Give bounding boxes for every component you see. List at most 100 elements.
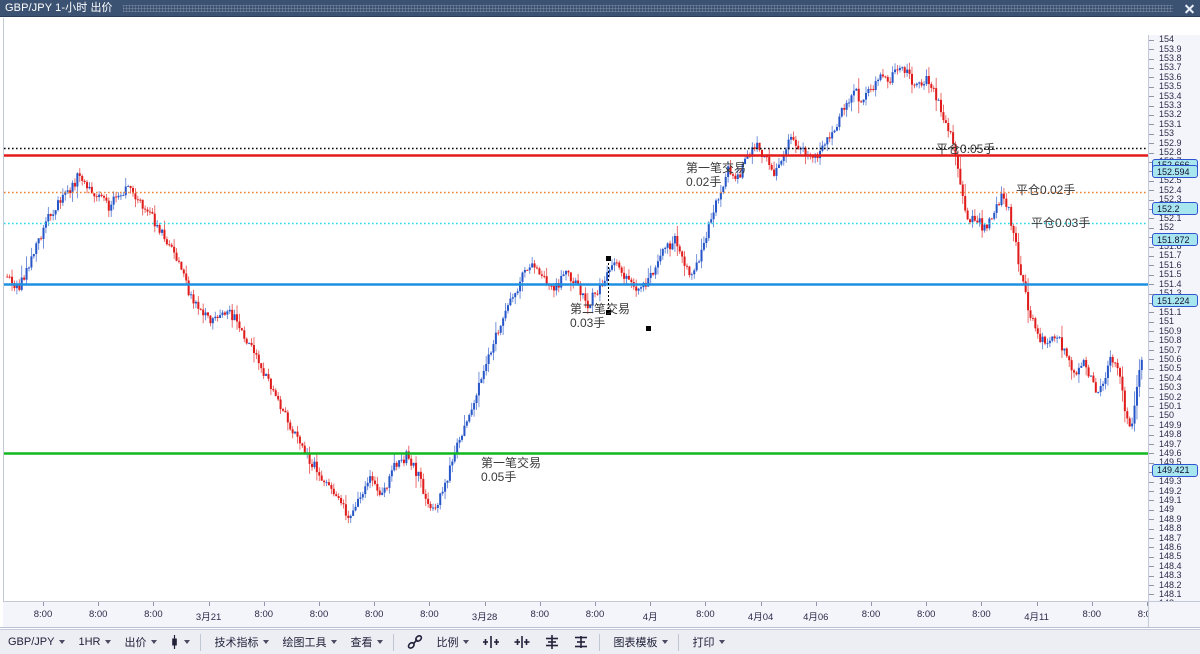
candle-body: [591, 292, 594, 306]
candle-body: [710, 219, 713, 223]
candle-body: [344, 504, 347, 516]
candle-body: [683, 256, 686, 266]
candle-body: [465, 421, 468, 426]
candle-body: [294, 431, 297, 434]
candle-body: [826, 137, 829, 145]
titlebar-grip: [122, 4, 1173, 12]
candle-body: [615, 262, 618, 264]
chart-type-selector[interactable]: [165, 633, 195, 652]
time-tick-label: 4月: [642, 612, 658, 623]
timeframe-selector[interactable]: 1HR: [73, 633, 116, 652]
candle-body: [935, 88, 938, 101]
candle-body: [49, 214, 52, 216]
price-tick: [1149, 594, 1154, 596]
candle-body: [168, 244, 171, 246]
annotation-trade1-size: 0.02手: [686, 175, 722, 189]
zoom-out-horizontal-button[interactable]: [508, 633, 536, 652]
candle-body: [308, 453, 311, 464]
candle-body: [843, 108, 846, 110]
candle-body: [281, 409, 285, 411]
candle-body: [550, 285, 553, 287]
candle-body: [509, 298, 512, 306]
candle-body: [671, 243, 674, 250]
instrument-label: GBP/JPY: [8, 636, 55, 648]
candle-body: [869, 88, 872, 90]
drawing-tools-menu[interactable]: 绘图工具: [277, 633, 342, 652]
price-marker-label[interactable]: 152.594: [1152, 165, 1198, 179]
price-tick: [1149, 397, 1154, 399]
time-axis[interactable]: 8:00 8:00 8:00 3月21 8:00 8:00 8:00 8:00 3月28 8:00…: [3, 601, 1156, 627]
candle-body: [112, 196, 115, 205]
zoom-out-vertical-button[interactable]: [568, 633, 594, 652]
candle-body: [584, 293, 587, 301]
candle-body: [473, 403, 476, 410]
toolbar-divider: [200, 633, 202, 651]
candle-body: [954, 143, 957, 156]
price-tick: [1149, 284, 1154, 286]
price-tick: [1149, 331, 1154, 333]
price-tick-label: 148.3: [1159, 570, 1182, 581]
chart-templates-menu[interactable]: 图表模板: [608, 633, 673, 652]
candle-body: [460, 435, 464, 440]
close-icon[interactable]: [1181, 0, 1198, 17]
price-tick-label: 152.1: [1159, 212, 1182, 223]
candle-body: [976, 220, 979, 223]
print-menu[interactable]: 打印: [687, 633, 730, 652]
drawing-handle[interactable]: [606, 256, 611, 261]
candle-body: [640, 287, 643, 289]
price-marker-label[interactable]: 151.224: [1152, 294, 1198, 308]
scale-menu[interactable]: 比例: [431, 633, 474, 652]
price-marker-label[interactable]: 151.872: [1152, 233, 1198, 247]
time-tick: [539, 602, 541, 606]
candle-body: [535, 267, 539, 269]
candle-body: [574, 280, 577, 284]
price-tick: [1149, 39, 1154, 41]
price-tick: [1149, 124, 1154, 126]
price-plot[interactable]: 平仓0.05手 第一笔交易 0.02手 平仓0.02手 平仓0.03手 第二笔交…: [3, 18, 1148, 601]
price-tick: [1149, 575, 1154, 577]
price-tick-label: 153.2: [1159, 109, 1182, 120]
candle-body: [850, 95, 853, 103]
candle-body: [855, 88, 858, 91]
indicators-menu[interactable]: 技术指标: [209, 633, 274, 652]
candle-body: [831, 132, 834, 139]
candle-body: [296, 431, 299, 437]
candle-body: [681, 251, 684, 257]
price-marker-label[interactable]: 152.2: [1152, 202, 1198, 216]
candle-body: [1024, 281, 1027, 292]
candle-body: [610, 265, 614, 270]
price-marker-label[interactable]: 149.421: [1152, 463, 1198, 477]
candle-body: [323, 480, 326, 483]
candle-body: [722, 186, 725, 192]
price-type-selector[interactable]: 出价: [119, 633, 162, 652]
zoom-in-vertical-button[interactable]: [539, 633, 565, 652]
price-tick-label: 152.9: [1159, 137, 1182, 148]
zoom-in-horizontal-button[interactable]: [477, 633, 505, 652]
candle-body: [545, 276, 548, 285]
candle-body: [342, 503, 345, 505]
price-tick-label: 148.5: [1159, 551, 1182, 562]
candle-body: [119, 195, 122, 197]
zoom-in-horizontal-icon: [482, 635, 500, 649]
candle-body: [528, 267, 531, 271]
candle-body: [598, 284, 601, 295]
link-button[interactable]: [402, 633, 428, 652]
candle-body: [654, 267, 657, 275]
candle-body: [448, 465, 451, 481]
candle-body: [90, 186, 93, 194]
price-axis[interactable]: 154 153.9 153.8 153.7 153.6 153.5 153.4 153.3 15…: [1148, 35, 1200, 618]
window-titlebar[interactable]: GBP/JPY 1-小时 出价: [0, 0, 1200, 17]
drawing-handle[interactable]: [646, 326, 651, 331]
candle-body: [279, 399, 282, 410]
view-menu[interactable]: 查看: [345, 633, 388, 652]
instrument-selector[interactable]: GBP/JPY: [3, 633, 70, 652]
drawing-handle[interactable]: [606, 310, 611, 315]
candle-body: [569, 272, 572, 282]
candle-body: [291, 429, 294, 434]
candle-body: [1109, 356, 1112, 366]
candle-body: [1053, 336, 1056, 339]
candle-body: [248, 342, 251, 344]
time-tick: [319, 602, 320, 606]
candle-body: [719, 191, 722, 200]
candle-body: [286, 412, 289, 423]
